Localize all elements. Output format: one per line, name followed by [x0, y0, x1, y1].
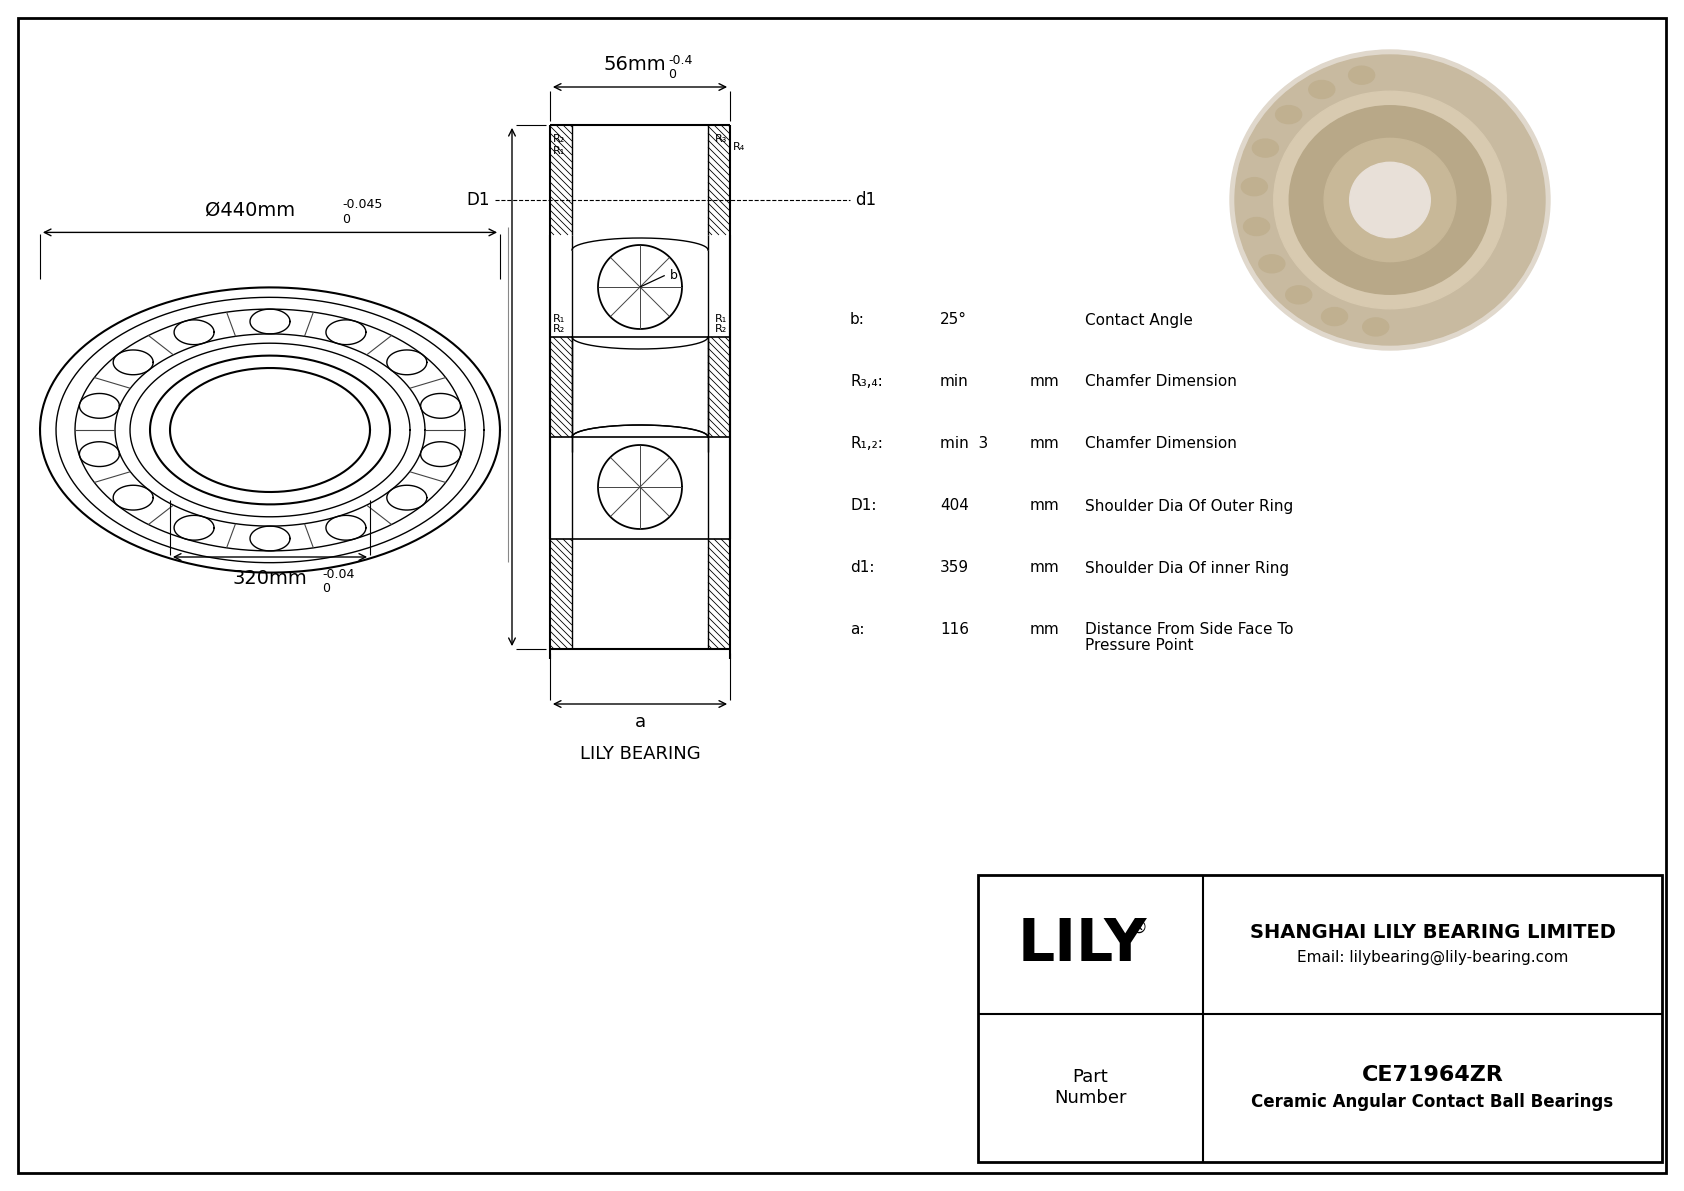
Ellipse shape [1362, 318, 1389, 336]
Text: CE71964ZR: CE71964ZR [1362, 1065, 1504, 1085]
Text: -0.045: -0.045 [342, 198, 382, 211]
Text: a: a [635, 713, 645, 731]
Text: LILY: LILY [1017, 916, 1147, 973]
Ellipse shape [1324, 138, 1457, 262]
Ellipse shape [1243, 218, 1270, 236]
Text: Email: lilybearing@lily-bearing.com: Email: lilybearing@lily-bearing.com [1297, 949, 1568, 965]
Ellipse shape [1285, 286, 1312, 304]
Text: R₂: R₂ [714, 324, 727, 333]
Text: R₃: R₃ [714, 135, 727, 144]
Ellipse shape [1253, 139, 1278, 157]
Text: 0: 0 [322, 582, 330, 596]
Text: R₂: R₂ [552, 135, 566, 144]
Ellipse shape [1322, 307, 1347, 325]
Text: Ceramic Angular Contact Ball Bearings: Ceramic Angular Contact Ball Bearings [1251, 1093, 1613, 1111]
Ellipse shape [1276, 106, 1302, 124]
Text: Ø440mm: Ø440mm [205, 201, 295, 220]
Text: 320mm: 320mm [232, 569, 308, 588]
Ellipse shape [1260, 255, 1285, 273]
Text: R₁: R₁ [552, 314, 566, 324]
Text: 116: 116 [940, 623, 968, 637]
Text: Chamfer Dimension: Chamfer Dimension [1084, 436, 1236, 451]
Ellipse shape [1234, 55, 1544, 345]
Text: R₁: R₁ [552, 146, 566, 156]
Text: 404: 404 [940, 499, 968, 513]
Text: 56mm: 56mm [603, 56, 667, 75]
Ellipse shape [1241, 177, 1268, 195]
Text: Shoulder Dia Of inner Ring: Shoulder Dia Of inner Ring [1084, 561, 1290, 575]
Ellipse shape [1308, 81, 1335, 99]
Text: b:: b: [850, 312, 866, 328]
Text: b: b [670, 269, 677, 282]
Text: a:: a: [850, 623, 864, 637]
Text: mm: mm [1031, 436, 1059, 451]
Ellipse shape [1290, 106, 1490, 294]
Text: d1:: d1: [850, 561, 874, 575]
Text: Distance From Side Face To: Distance From Side Face To [1084, 623, 1293, 637]
Ellipse shape [1349, 67, 1374, 85]
Text: min: min [940, 374, 968, 389]
Text: R₁,₂:: R₁,₂: [850, 436, 882, 451]
Text: Part
Number: Part Number [1054, 1068, 1127, 1108]
Text: SHANGHAI LILY BEARING LIMITED: SHANGHAI LILY BEARING LIMITED [1250, 923, 1615, 942]
Text: mm: mm [1031, 499, 1059, 513]
Text: R₁: R₁ [714, 314, 727, 324]
Text: mm: mm [1031, 623, 1059, 637]
Text: R₃,₄:: R₃,₄: [850, 374, 882, 389]
Text: D1: D1 [466, 191, 490, 208]
Text: ®: ® [1130, 918, 1147, 936]
Text: 0: 0 [669, 68, 675, 81]
Text: mm: mm [1031, 561, 1059, 575]
Ellipse shape [1349, 162, 1430, 238]
Text: Chamfer Dimension: Chamfer Dimension [1084, 374, 1236, 389]
Text: Contact Angle: Contact Angle [1084, 312, 1192, 328]
Text: Pressure Point: Pressure Point [1084, 638, 1194, 654]
Text: Shoulder Dia Of Outer Ring: Shoulder Dia Of Outer Ring [1084, 499, 1293, 513]
Text: min  3: min 3 [940, 436, 989, 451]
Ellipse shape [1273, 92, 1505, 308]
Text: D1:: D1: [850, 499, 876, 513]
Text: 25°: 25° [940, 312, 967, 328]
Text: R₄: R₄ [733, 142, 746, 152]
Text: -0.4: -0.4 [669, 54, 692, 67]
Text: -0.04: -0.04 [322, 567, 354, 580]
Text: 0: 0 [342, 213, 350, 226]
FancyBboxPatch shape [978, 875, 1662, 1162]
Text: mm: mm [1031, 374, 1059, 389]
Text: R₂: R₂ [552, 324, 566, 333]
Text: d1: d1 [855, 191, 876, 208]
Text: 359: 359 [940, 561, 968, 575]
Ellipse shape [1229, 50, 1549, 350]
Text: LILY BEARING: LILY BEARING [579, 746, 701, 763]
